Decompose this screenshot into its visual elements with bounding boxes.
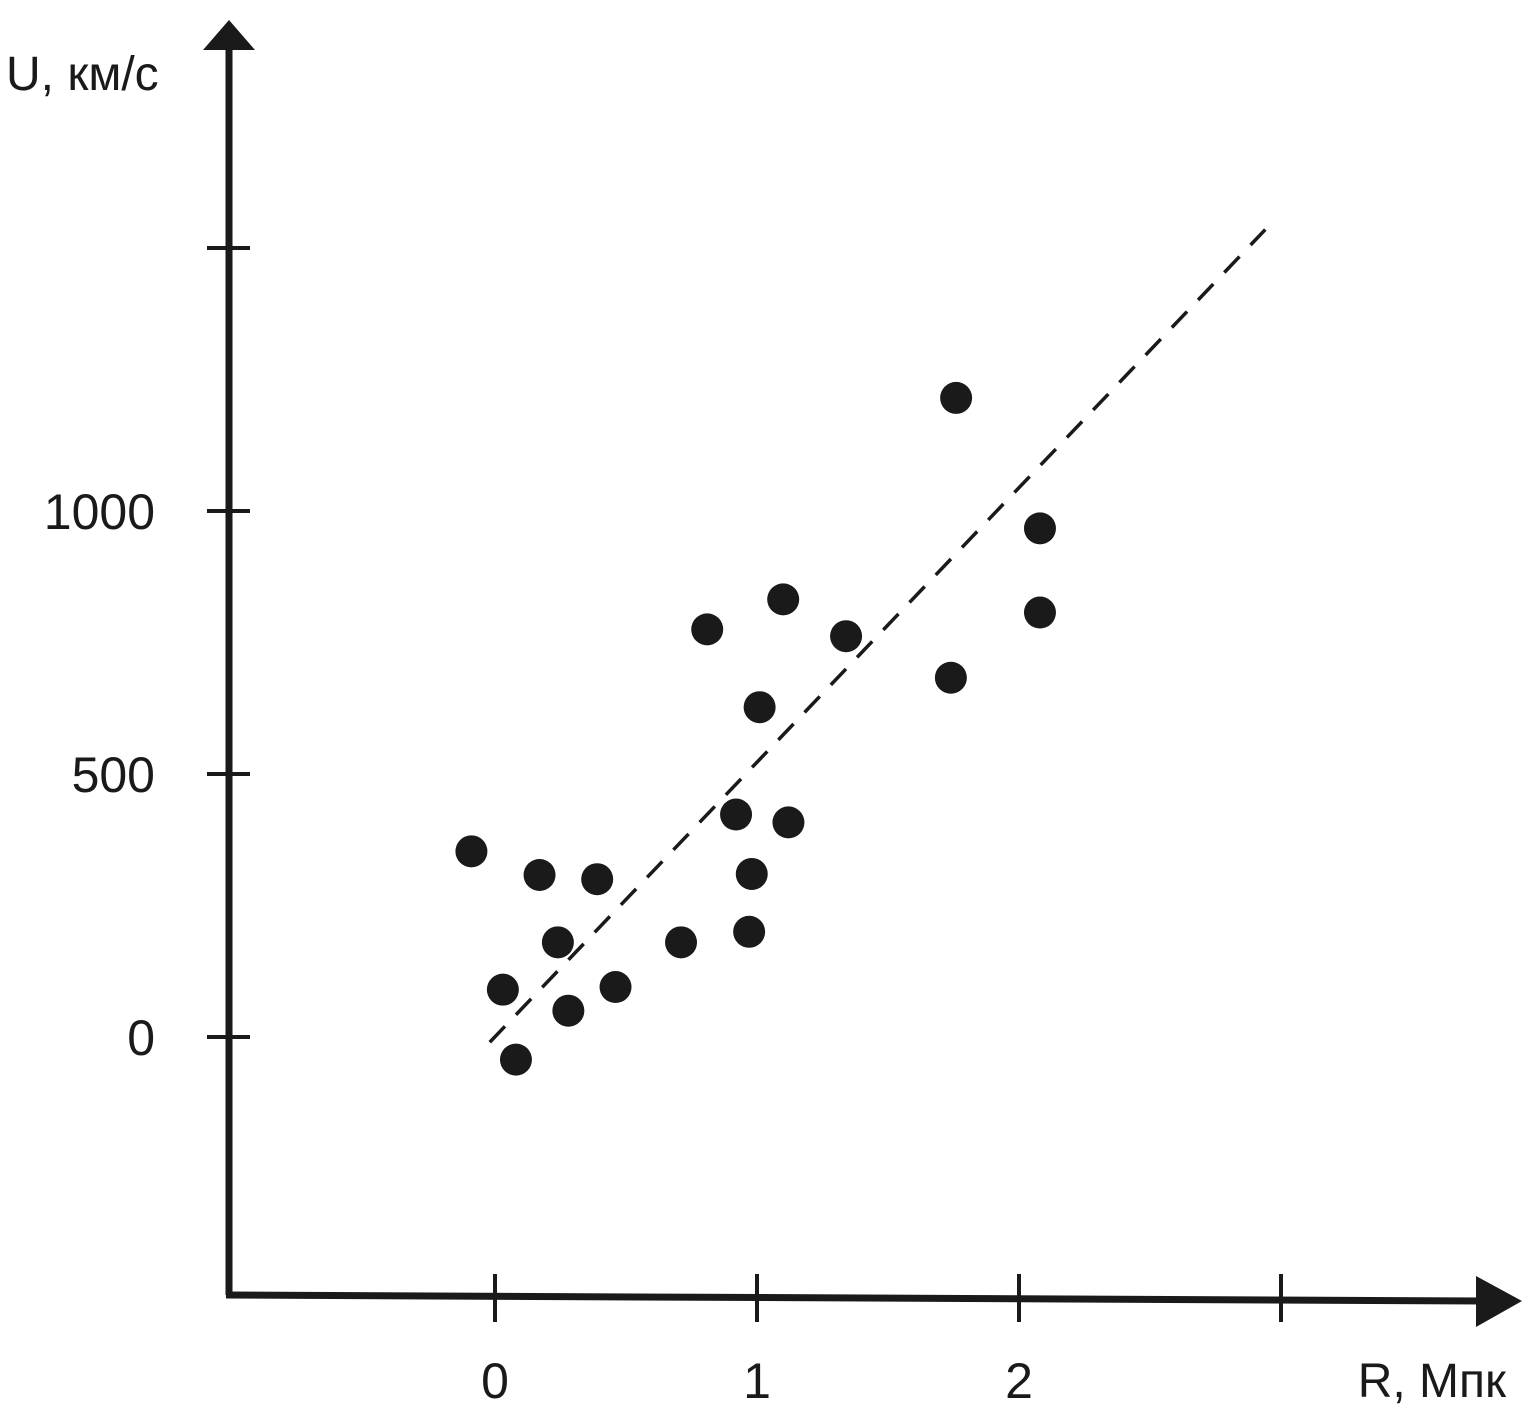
x-tick-label-0: 0 <box>481 1353 509 1406</box>
axis-ticks: 0 500 1000 0 1 2 <box>44 246 1283 1406</box>
y-tick-label-1000: 1000 <box>44 484 155 540</box>
x-axis-arrow <box>1476 1276 1522 1327</box>
data-point-19 <box>1023 596 1056 629</box>
axes <box>203 20 1522 1327</box>
data-point-3 <box>523 858 556 891</box>
data-point-2 <box>499 1043 532 1076</box>
data-point-14 <box>767 583 800 616</box>
data-point-8 <box>665 926 698 959</box>
data-point-11 <box>733 915 766 948</box>
data-point-17 <box>934 661 967 694</box>
data-point-18 <box>940 381 973 414</box>
data-point-6 <box>581 863 614 896</box>
data-point-15 <box>772 806 805 839</box>
fit-line-group <box>488 228 1267 1044</box>
x-axis-line <box>225 1291 1485 1305</box>
data-point-10 <box>720 798 753 831</box>
data-point-20 <box>1023 512 1056 545</box>
data-point-0 <box>455 835 488 868</box>
data-points <box>455 381 1056 1076</box>
chart-labels: U, км/с R, Мпк <box>6 48 1507 1406</box>
data-point-4 <box>541 926 574 959</box>
y-tick-label-0: 0 <box>127 1010 155 1066</box>
data-point-13 <box>743 691 776 724</box>
data-point-16 <box>830 620 863 653</box>
data-point-5 <box>552 994 585 1027</box>
y-axis-arrow <box>203 20 255 50</box>
data-point-7 <box>599 971 632 1004</box>
x-axis-label: R, Мпк <box>1358 1355 1507 1406</box>
y-tick-label-500: 500 <box>72 747 155 803</box>
data-point-1 <box>486 973 519 1006</box>
x-tick-label-1: 1 <box>743 1353 771 1406</box>
y-axis-label: U, км/с <box>6 48 159 101</box>
data-point-9 <box>691 613 724 646</box>
fit-line <box>488 228 1267 1044</box>
data-point-12 <box>735 857 768 890</box>
x-tick-label-2: 2 <box>1005 1353 1033 1406</box>
